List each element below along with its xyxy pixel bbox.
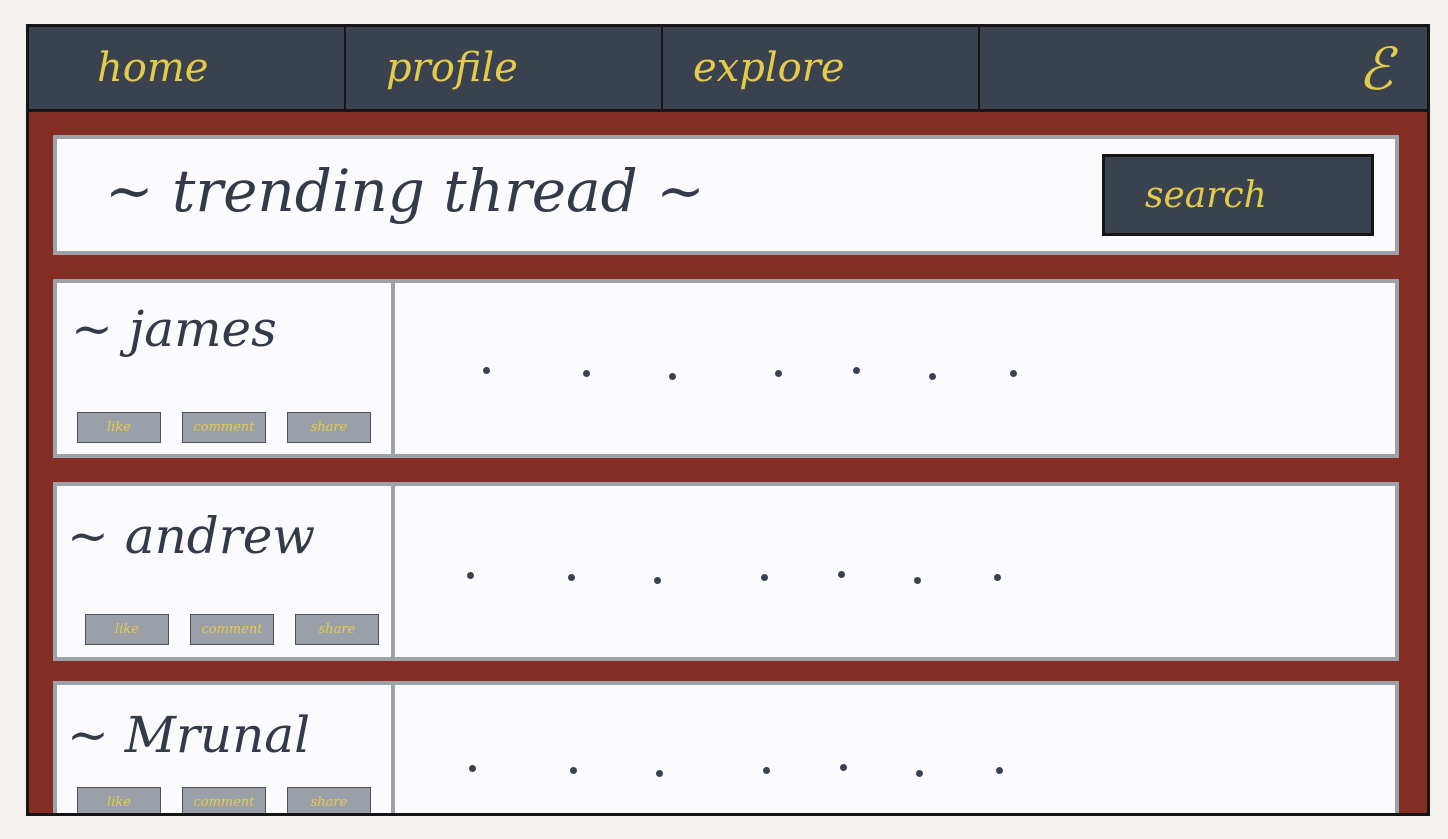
comment-button[interactable]: comment (182, 787, 266, 813)
content-dot (583, 370, 590, 377)
post-author[interactable]: ~ james (71, 300, 277, 358)
content-dot (763, 767, 770, 774)
comment-button[interactable]: comment (182, 412, 266, 443)
post-author-panel: ~ Mrunal like comment share (57, 685, 395, 813)
post-actions: like comment share (85, 614, 379, 645)
content-dot (656, 770, 663, 777)
like-button[interactable]: like (77, 787, 161, 813)
post-content (399, 685, 1395, 813)
top-nav: home profile explore ℰ (29, 27, 1427, 112)
nav-spacer: ℰ (980, 27, 1427, 109)
post-author-panel: ~ andrew like comment share (57, 486, 395, 657)
like-button[interactable]: like (85, 614, 169, 645)
post-author[interactable]: ~ andrew (67, 507, 316, 565)
comment-button[interactable]: comment (190, 614, 274, 645)
content-dot (483, 367, 490, 374)
post-content (399, 283, 1395, 454)
post-card: ~ Mrunal like comment share (53, 681, 1399, 813)
app-frame: home profile explore ℰ ~ trending thread… (26, 24, 1430, 816)
content-dot (467, 572, 474, 579)
content-dot (996, 767, 1003, 774)
content-dot (775, 370, 782, 377)
content-dot (914, 577, 921, 584)
post-author[interactable]: ~ Mrunal (67, 706, 311, 764)
content-dot (570, 767, 577, 774)
thread-header: ~ trending thread ~ search (53, 135, 1399, 255)
content-dot (838, 571, 845, 578)
post-actions: like comment share (77, 787, 371, 813)
post-content (399, 486, 1395, 657)
content-dot (994, 574, 1001, 581)
content-dot (654, 577, 661, 584)
nav-explore[interactable]: explore (663, 27, 980, 109)
content-dot (669, 373, 676, 380)
share-button[interactable]: share (287, 787, 371, 813)
like-button[interactable]: like (77, 412, 161, 443)
content-dot (761, 574, 768, 581)
content-dot (1010, 370, 1017, 377)
nav-home[interactable]: home (29, 27, 346, 109)
page-title: ~ trending thread ~ (105, 157, 705, 225)
share-button[interactable]: share (287, 412, 371, 443)
content-dot (929, 373, 936, 380)
share-button[interactable]: share (295, 614, 379, 645)
nav-profile[interactable]: profile (346, 27, 663, 109)
content-dot (853, 367, 860, 374)
content-dot (916, 770, 923, 777)
content-dot (469, 765, 476, 772)
post-card: ~ andrew like comment share (53, 482, 1399, 661)
search-button[interactable]: search (1102, 154, 1374, 236)
post-author-panel: ~ james like comment share (57, 283, 395, 454)
post-card: ~ james like comment share (53, 279, 1399, 458)
content-dot (840, 764, 847, 771)
post-actions: like comment share (77, 412, 371, 443)
content-dot (568, 574, 575, 581)
logo[interactable]: ℰ (1357, 35, 1393, 103)
